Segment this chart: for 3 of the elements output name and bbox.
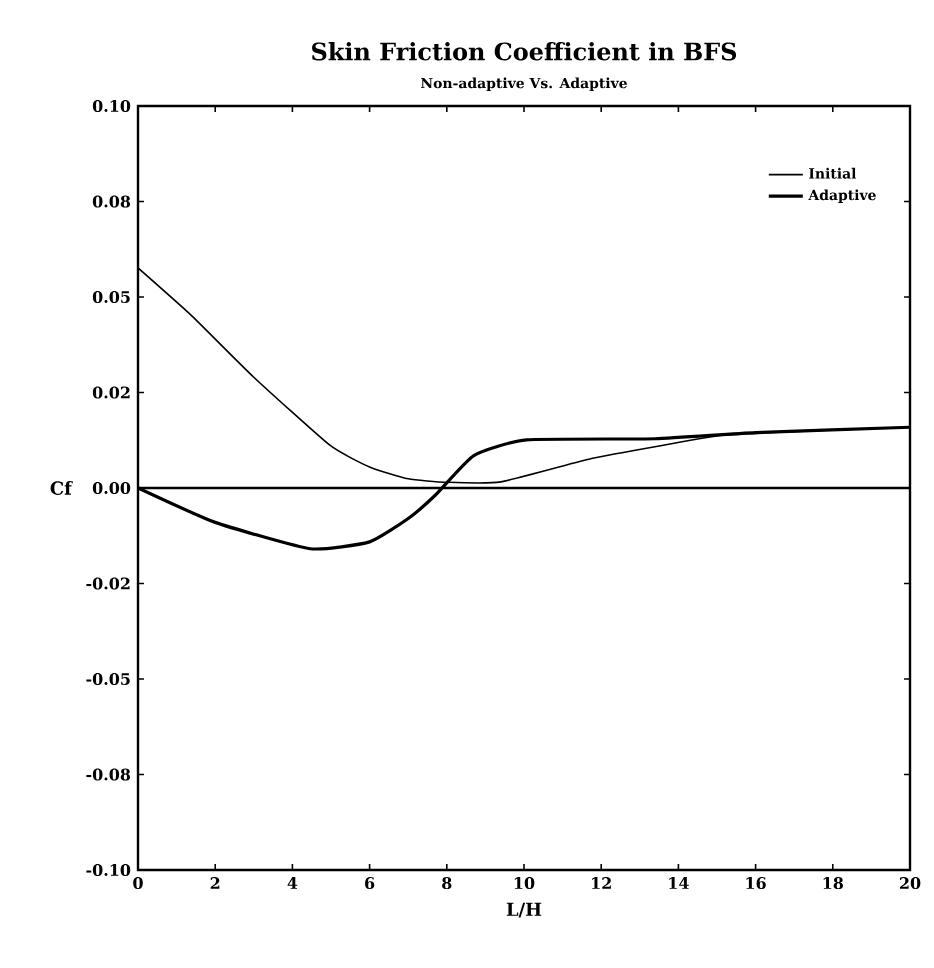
chart-title: Skin Friction Coefficient in BFS <box>312 42 737 61</box>
y-axis-title: Cf <box>50 481 73 495</box>
x-axis-title: L/H <box>506 902 542 918</box>
